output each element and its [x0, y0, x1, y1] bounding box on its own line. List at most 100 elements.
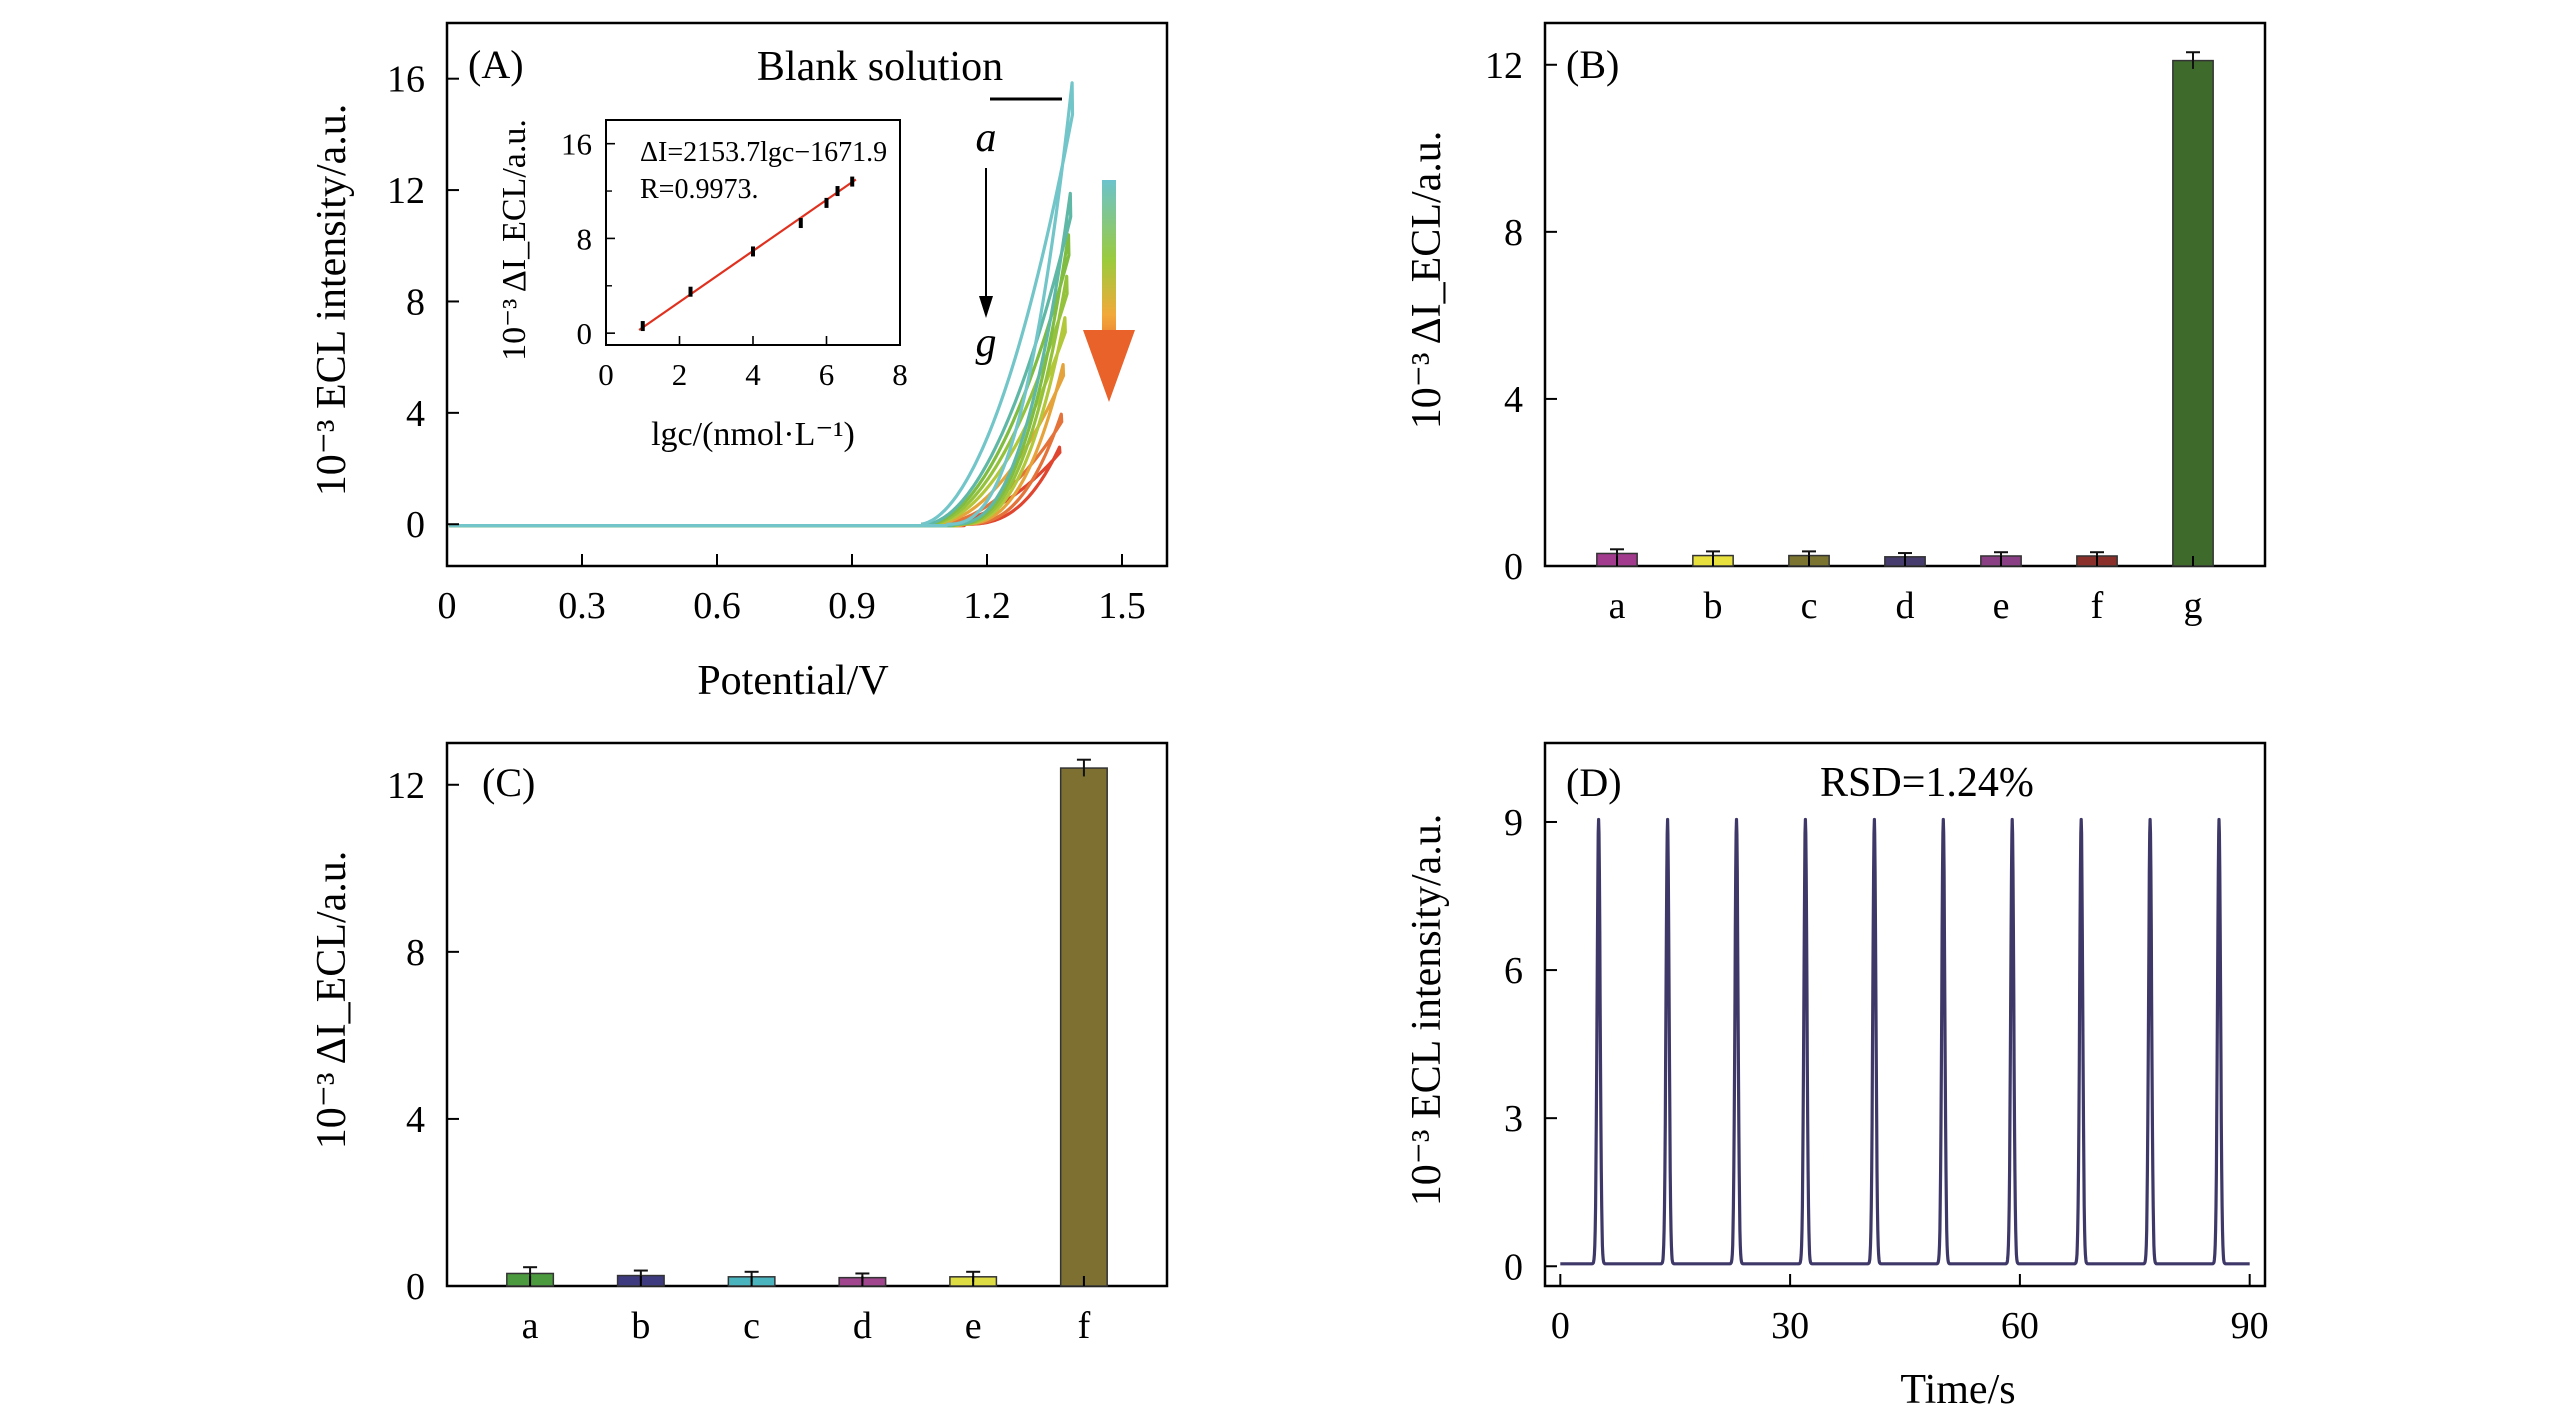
panel-d-y-ticks: 0 3 6 9: [1504, 802, 1557, 1288]
panel-d-x-tick-label: 60: [2001, 1305, 2039, 1347]
panel-a-x-tick-label: 1.2: [963, 585, 1011, 627]
panel-b-y-tick-label: 8: [1504, 212, 1523, 254]
inset-fit-line-segment: [638, 178, 857, 331]
inset-points: [640, 176, 855, 332]
panel-d-y-tick-label: 0: [1504, 1246, 1523, 1288]
panel-b-x-tick-label: b: [1704, 585, 1723, 627]
panel-c-y-ticks: 0 4 8 12: [387, 765, 459, 1308]
panel-c-y-tick-label: 0: [406, 1266, 425, 1308]
panel-d-y-tick-label: 9: [1504, 802, 1523, 844]
panel-a-gradient-arrow-head: [1083, 330, 1135, 402]
panel-a-x-tick-label: 0.3: [558, 585, 606, 627]
panel-d-x-ticks: 0 30 60 90: [1551, 1274, 2269, 1347]
panel-a-y-axis-label: 10⁻³ ECL intensity/a.u.: [309, 104, 355, 497]
panel-b-x-ticks: a b c d e f g: [1609, 556, 2203, 627]
panel-b-label: (B): [1566, 42, 1619, 87]
panel-c-x-tick-label: d: [853, 1305, 872, 1347]
panel-c-x-tick-label: c: [743, 1305, 760, 1347]
panel-a-x-tick-label: 0: [438, 585, 457, 627]
panel-a-label-a: a: [976, 115, 997, 161]
panel-a-y-tick-label: 8: [406, 281, 425, 323]
panel-b-x-tick-label: d: [1896, 585, 1915, 627]
panel-d-signal-trace: [1559, 817, 2251, 1266]
panel-d-y-tick-label: 3: [1504, 1098, 1523, 1140]
panel-b-y-tick-label: 4: [1504, 379, 1523, 421]
inset-x-tick-label: 6: [819, 357, 835, 392]
inset-data-point: [640, 321, 645, 332]
panel-c-y-tick-label: 12: [387, 765, 425, 807]
panel-b-bars: [1596, 51, 2214, 567]
panel-b-y-axis-label: 10⁻³ ΔI_ECL/a.u.: [1404, 131, 1450, 430]
panel-c-bars: [506, 758, 1108, 1287]
panel-b-chart: (B) 0 4 8 12 a b c d e f g 10⁻³ ΔI_ECL/a.u.: [1404, 21, 2267, 627]
inset-x-tick-label: 4: [745, 357, 761, 392]
panel-a-y-tick-label: 16: [387, 59, 425, 101]
inset-data-point: [798, 218, 803, 229]
inset-y-tick-label: 16: [561, 127, 592, 162]
panel-d-frame: [1543, 741, 2267, 1288]
panel-d-y-tick-label: 6: [1504, 950, 1523, 992]
panel-b-x-tick-label: c: [1801, 585, 1818, 627]
inset-ticks: 0 2 4 6 8 0 8 16: [561, 127, 908, 392]
panel-a-label: (A): [468, 42, 524, 87]
inset-fit-line: [638, 178, 857, 331]
inset-y-axis-label: 10⁻³ ΔI_ECL/a.u.: [496, 119, 533, 361]
panel-c-chart: (C) 0 4 8 12 a b c d e f 10⁻³ ΔI_ECL/a.u.: [309, 741, 1169, 1347]
inset-y-tick-label: 8: [577, 221, 593, 256]
panel-d-y-axis-label: 10⁻³ ECL intensity/a.u.: [1404, 814, 1450, 1207]
panel-a-chart: (A) 0 0.3 0.6 0.9 1.2 1.5 0 4 8 12 16 Potential/V…: [309, 21, 1169, 704]
panel-a-y-tick-label: 12: [387, 170, 425, 212]
panel-a-label-g: g: [976, 320, 997, 366]
inset-r-value: R=0.9973.: [640, 174, 758, 205]
panel-d-rsd-annotation: RSD=1.24%: [1820, 760, 2034, 806]
inset-x-axis-label: lgc/(nmol·L⁻¹): [651, 416, 855, 453]
panel-b-y-tick-label: 0: [1504, 546, 1523, 588]
panel-a-y-tick-label: 0: [406, 504, 425, 546]
panel-a-trend-arrow-head: [979, 296, 993, 318]
panel-a-x-tick-label: 0.6: [693, 585, 741, 627]
panel-c-frame: [445, 741, 1169, 1288]
panel-b-bar-g: [2172, 59, 2214, 567]
panel-a-frame: [445, 21, 1169, 568]
panel-b-x-tick-label: g: [2184, 585, 2203, 627]
panel-b-x-tick-label: a: [1609, 585, 1626, 627]
panel-a-x-ticks: 0 0.3 0.6 0.9 1.2 1.5: [438, 554, 1146, 627]
panel-a-gradient-arrow-shaft: [1102, 180, 1116, 360]
panel-c-x-tick-label: a: [522, 1305, 539, 1347]
panel-c-y-axis-label: 10⁻³ ΔI_ECL/a.u.: [309, 851, 355, 1150]
panel-c-y-tick-label: 8: [406, 932, 425, 974]
panel-d-label: (D): [1566, 760, 1622, 805]
inset-data-point: [850, 176, 855, 187]
inset-frame: [605, 119, 901, 346]
panel-a-x-tick-label: 1.5: [1098, 585, 1146, 627]
inset-x-tick-label: 2: [672, 357, 688, 392]
panel-b-frame: [1543, 21, 2267, 568]
panel-a-curve-blank-solution: [449, 81, 1075, 528]
inset-x-tick-label: 0: [598, 357, 614, 392]
panel-a-x-axis-label: Potential/V: [697, 658, 888, 704]
panel-c-x-tick-label: b: [631, 1305, 650, 1347]
panel-d-x-tick-label: 0: [1551, 1305, 1570, 1347]
panel-a-y-tick-label: 4: [406, 393, 425, 435]
panel-d-x-tick-label: 90: [2231, 1305, 2269, 1347]
inset-x-tick-label: 8: [892, 357, 908, 392]
inset-data-point: [688, 286, 693, 297]
panel-a-y-ticks: 0 4 8 12 16: [387, 59, 459, 546]
panel-c-label: (C): [482, 760, 535, 805]
inset-equation: ΔI=2153.7lgc−1671.9: [640, 137, 887, 168]
panel-c-x-tick-label: e: [965, 1305, 982, 1347]
panel-b-y-ticks: 0 4 8 12: [1485, 45, 1557, 588]
panel-b-x-tick-label: e: [1993, 585, 2010, 627]
inset-data-point: [835, 186, 840, 197]
panel-c-x-tick-label: f: [1078, 1305, 1091, 1347]
inset-data-point: [751, 246, 755, 257]
panel-b-x-tick-label: f: [2091, 585, 2104, 627]
panel-d-x-tick-label: 30: [1771, 1305, 1809, 1347]
panel-a-x-tick-label: 0.9: [828, 585, 876, 627]
panel-d-chart: (D) RSD=1.24% 0 30 60 90 0 3 6 9 Time/s 10⁻³ E…: [1404, 741, 2269, 1413]
panel-d-signal: [1559, 817, 2251, 1266]
panel-a-blank-label: Blank solution: [757, 44, 1003, 90]
panel-b-y-tick-label: 12: [1485, 45, 1523, 87]
